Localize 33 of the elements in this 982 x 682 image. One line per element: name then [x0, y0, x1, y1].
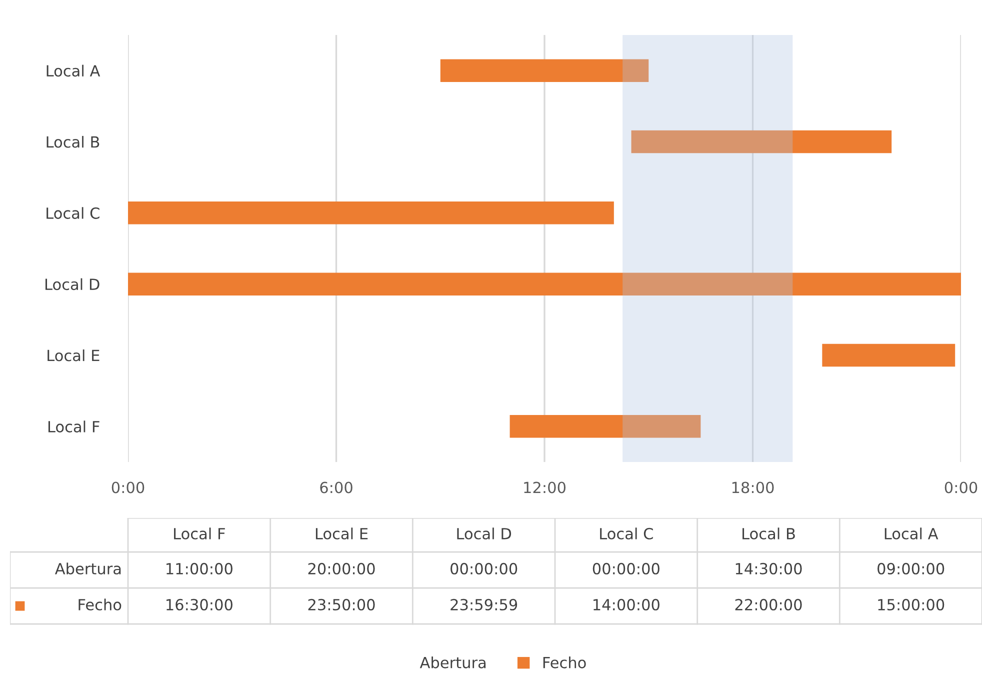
y-tick-label: Local C — [46, 207, 100, 219]
x-tick-label: 6:00 — [320, 482, 352, 494]
y-tick-label: Local D — [46, 278, 100, 290]
legend-label: Fecho — [543, 656, 586, 668]
x-tick-label: 18:00 — [732, 482, 774, 494]
text: 15:00:00 — [878, 598, 944, 610]
x-tick-label: 0:00 — [112, 482, 144, 494]
text: 22:00:00 — [735, 598, 802, 610]
category-label: Local A — [884, 528, 938, 540]
text: 20:00:00 — [308, 562, 375, 574]
text: Abertura — [420, 656, 486, 668]
text: 23:59:59 — [450, 598, 518, 610]
text: 11:00:00 — [166, 562, 232, 574]
category-label: Local E — [316, 528, 368, 540]
text: 16:30:00 — [166, 598, 232, 610]
text: 00:00:00 — [592, 562, 660, 574]
text: 23:50:00 — [308, 598, 375, 610]
category-label: Local D — [457, 528, 512, 540]
y-tick-label: Local A — [46, 64, 100, 77]
y-tick-label: Local E — [48, 349, 100, 362]
x-tick-label: 0:00 — [944, 482, 978, 494]
text: Abertura — [54, 562, 121, 574]
y-tick-label: Local B — [46, 136, 100, 148]
text: Fecho — [78, 598, 122, 610]
text: 14:30:00 — [736, 562, 802, 574]
category-label: Local C — [600, 528, 653, 540]
text: 00:00:00 — [450, 562, 518, 574]
category-label: Local B — [742, 528, 795, 540]
text: 09:00:00 — [878, 562, 944, 574]
category-label: Local F — [174, 528, 225, 540]
text: 14:00:00 — [594, 598, 660, 610]
y-tick-label: Local F — [48, 420, 100, 432]
x-tick-label: 12:00 — [524, 482, 566, 494]
